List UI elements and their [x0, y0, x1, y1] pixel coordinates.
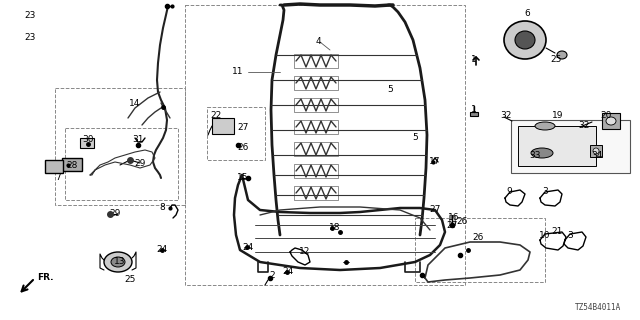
- Text: 20: 20: [600, 111, 612, 121]
- Bar: [55, 88, 185, 205]
- Text: 24: 24: [282, 268, 294, 276]
- Ellipse shape: [531, 148, 553, 158]
- Text: 24: 24: [156, 245, 168, 254]
- Text: 31: 31: [132, 135, 144, 145]
- Text: 22: 22: [211, 111, 221, 121]
- Text: 25: 25: [550, 55, 562, 65]
- Text: 21: 21: [551, 228, 563, 236]
- Bar: [449, 215, 455, 225]
- Text: 1: 1: [471, 55, 477, 65]
- Bar: [294, 120, 338, 134]
- Text: 29: 29: [134, 158, 146, 167]
- Text: 25: 25: [124, 276, 136, 284]
- Ellipse shape: [515, 31, 535, 49]
- Ellipse shape: [504, 21, 546, 59]
- Text: 2: 2: [269, 271, 275, 281]
- Text: 1: 1: [471, 106, 477, 115]
- Text: 26: 26: [237, 142, 249, 151]
- Text: 9: 9: [506, 188, 512, 196]
- Ellipse shape: [104, 252, 132, 272]
- Text: 29: 29: [109, 210, 121, 219]
- Text: 34: 34: [591, 150, 603, 159]
- Bar: [470, 112, 478, 116]
- Text: FR.: FR.: [37, 274, 54, 283]
- Text: 30: 30: [83, 135, 93, 145]
- Text: 3: 3: [567, 230, 573, 239]
- Ellipse shape: [111, 257, 125, 267]
- Bar: [65, 128, 178, 200]
- Text: 16: 16: [448, 213, 460, 222]
- Bar: [294, 98, 338, 112]
- Bar: [62, 158, 82, 171]
- Bar: [294, 142, 338, 156]
- Text: 23: 23: [24, 33, 36, 42]
- Text: 13: 13: [115, 258, 125, 267]
- Bar: [415, 218, 545, 282]
- Text: 27: 27: [429, 205, 441, 214]
- Text: 18: 18: [329, 223, 340, 233]
- Text: 8: 8: [159, 204, 165, 212]
- Bar: [45, 160, 63, 173]
- Text: 27: 27: [446, 220, 458, 229]
- Text: 5: 5: [412, 132, 418, 141]
- Text: 19: 19: [552, 111, 564, 121]
- Text: 23: 23: [24, 11, 36, 20]
- Ellipse shape: [606, 117, 616, 125]
- Text: 32: 32: [579, 122, 589, 131]
- Text: 32: 32: [500, 111, 512, 121]
- Bar: [294, 164, 338, 178]
- Bar: [294, 76, 338, 90]
- Text: 17: 17: [429, 157, 441, 166]
- Text: 15: 15: [237, 173, 249, 182]
- Text: 12: 12: [300, 247, 310, 257]
- Bar: [511, 120, 630, 173]
- Bar: [212, 118, 234, 134]
- Text: 7: 7: [55, 172, 61, 181]
- Text: 10: 10: [540, 230, 551, 239]
- Text: 4: 4: [315, 37, 321, 46]
- Ellipse shape: [557, 51, 567, 59]
- Bar: [294, 186, 338, 200]
- Text: TZ54B4011A: TZ54B4011A: [575, 303, 621, 313]
- Bar: [207, 107, 265, 160]
- Text: 24: 24: [243, 243, 253, 252]
- Bar: [518, 126, 596, 166]
- Ellipse shape: [535, 122, 555, 130]
- Bar: [185, 5, 465, 285]
- Text: 3: 3: [542, 188, 548, 196]
- Text: 26: 26: [472, 233, 484, 242]
- Text: 11: 11: [232, 68, 244, 76]
- Text: 14: 14: [129, 99, 141, 108]
- Bar: [602, 113, 620, 129]
- Bar: [294, 54, 338, 68]
- Text: 33: 33: [529, 150, 541, 159]
- Ellipse shape: [593, 148, 599, 154]
- Text: 26: 26: [456, 218, 468, 227]
- Text: 6: 6: [524, 10, 530, 19]
- Text: 5: 5: [387, 85, 393, 94]
- Bar: [80, 138, 94, 148]
- Text: 27: 27: [237, 123, 249, 132]
- Bar: [590, 145, 602, 157]
- Text: 28: 28: [67, 161, 77, 170]
